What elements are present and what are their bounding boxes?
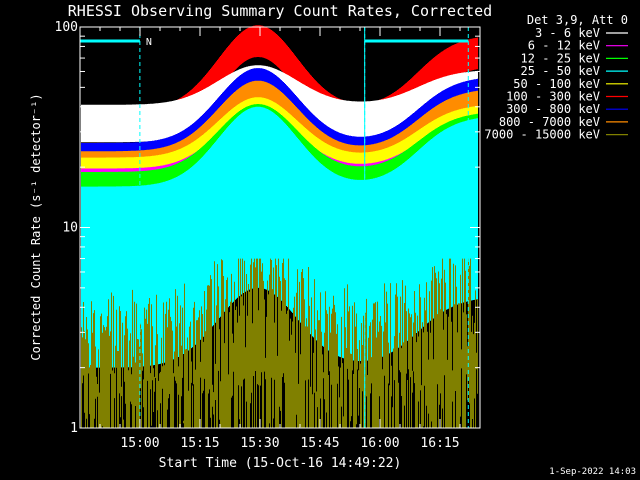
legend-item-label: 12 - 25 keV	[521, 51, 600, 65]
x-tick-label: 15:45	[300, 436, 339, 451]
x-tick-label: 15:00	[120, 436, 159, 451]
legend-item-label: 25 - 50 keV	[521, 64, 600, 78]
legend-item-label: 3 - 6 keV	[535, 26, 600, 40]
y-axis-label: Corrected Count Rate (s⁻¹ detector⁻¹)	[29, 93, 43, 360]
chart-title: RHESSI Observing Summary Count Rates, Co…	[68, 2, 492, 20]
legend-item-label: 800 - 7000 keV	[499, 115, 600, 129]
legend-item-label: 100 - 300 keV	[506, 90, 600, 104]
legend-header: Det 3,9, Att 0	[527, 13, 628, 27]
legend-item-label: 50 - 100 keV	[513, 77, 600, 91]
x-tick-label: 16:15	[420, 436, 459, 451]
y-tick-label: 100	[55, 20, 78, 35]
x-tick-label: 16:00	[360, 436, 399, 451]
series-line	[81, 106, 478, 368]
x-tick-label: 15:15	[180, 436, 219, 451]
x-axis-label: Start Time (15-Oct-16 14:49:22)	[159, 456, 402, 471]
legend-item-label: 300 - 800 keV	[506, 102, 600, 116]
plot-area: N	[80, 25, 478, 428]
x-tick-label: 15:30	[240, 436, 279, 451]
legend-item-label: 7000 - 15000 keV	[484, 128, 600, 142]
y-tick-label: 10	[62, 221, 78, 236]
timestamp: 1-Sep-2022 14:03	[549, 467, 636, 477]
saa-label: N	[146, 37, 152, 48]
legend-item-label: 6 - 12 keV	[528, 39, 600, 53]
y-tick-label: 1	[70, 421, 78, 436]
axes: 1 10 100 15:00 15:15 15:30 15:45 16:00 16:15	[55, 20, 481, 451]
series-line	[81, 258, 478, 428]
